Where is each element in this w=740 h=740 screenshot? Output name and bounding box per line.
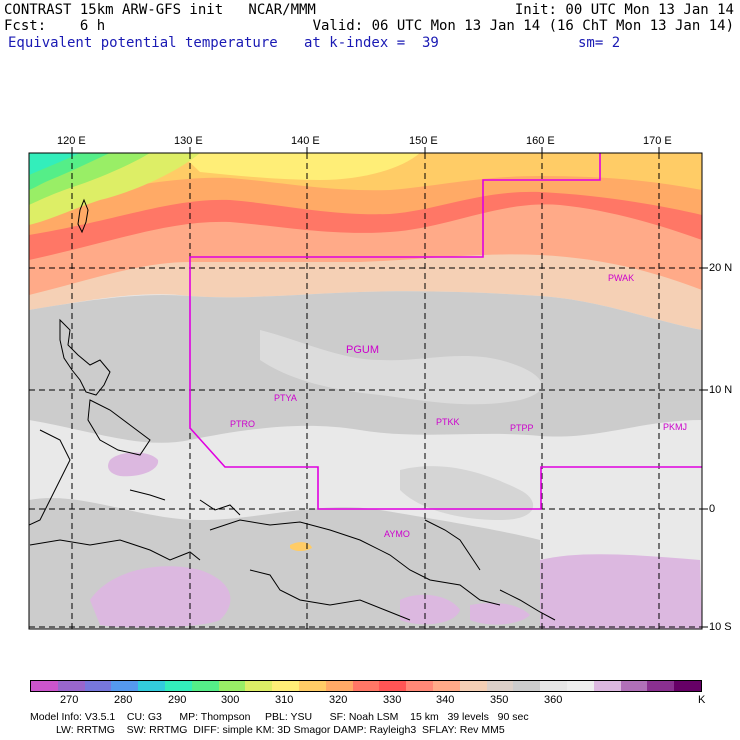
colorbar <box>30 680 702 692</box>
header-valid-time: Valid: 06 UTC Mon 13 Jan 14 (16 ChT Mon … <box>312 18 734 34</box>
region-boundary <box>189 153 702 510</box>
header-field-name: Equivalent potential temperature <box>8 35 278 51</box>
colorbar-swatch <box>272 681 299 691</box>
station-label-pkmj: PKMJ <box>663 422 688 432</box>
header-init-time: Init: 00 UTC Mon 13 Jan 14 <box>514 2 734 18</box>
lon-label-160e: 160 E <box>526 135 555 147</box>
header-k-index: at k-index = 39 <box>304 35 439 51</box>
colorbar-label-310: 310 <box>275 694 294 706</box>
colorbar-swatch <box>84 681 112 691</box>
lat-lon-grid <box>29 153 702 629</box>
colorbar-unit: K <box>698 694 706 706</box>
colorbar-swatch <box>164 681 192 691</box>
colorbar-swatch <box>352 681 380 691</box>
header-model-title: CONTRAST 15km ARW-GFS init NCAR/MMM <box>4 2 316 18</box>
map-frame <box>28 152 703 630</box>
lat-label-10n: 10 N <box>709 384 733 396</box>
header-forecast-hour: Fcst: 6 h <box>4 18 106 34</box>
colorbar-swatch <box>298 681 326 691</box>
colorbar-swatch <box>218 681 246 691</box>
colorbar-swatch <box>459 681 487 691</box>
station-label-ptkk: PTKK <box>436 417 460 427</box>
lon-label-170e: 170 E <box>643 135 672 147</box>
header-smoothing: sm= 2 <box>578 35 621 51</box>
colorbar-label-350: 350 <box>490 694 509 706</box>
colorbar-swatch <box>647 681 675 691</box>
colorbar-swatch <box>138 681 165 691</box>
model-info-line2: LW: RRTMG SW: RRTMG DIFF: simple KM: 3D … <box>56 724 505 736</box>
colorbar-label-300: 300 <box>221 694 240 706</box>
colorbar-swatch <box>674 681 701 691</box>
colorbar-swatch <box>245 681 273 691</box>
station-label-ptya: PTYA <box>274 393 297 403</box>
lat-label-10s: 10 S <box>709 621 732 633</box>
colorbar-swatch <box>57 681 85 691</box>
lat-label-20n: 20 N <box>709 262 733 274</box>
colorbar-swatch <box>406 681 433 691</box>
colorbar-label-270: 270 <box>60 694 79 706</box>
colorbar-swatch <box>432 681 460 691</box>
colorbar-swatch <box>31 681 58 691</box>
theta-e-field <box>29 153 702 629</box>
colorbar-swatch <box>486 681 514 691</box>
colorbar-swatch <box>191 681 219 691</box>
lon-label-130e: 130 E <box>174 135 203 147</box>
colorbar-swatch <box>325 681 353 691</box>
model-info-line1: Model Info: V3.5.1 CU: G3 MP: Thompson P… <box>30 711 529 723</box>
colorbar-label-280: 280 <box>114 694 133 706</box>
colorbar-swatch <box>111 681 139 691</box>
colorbar-swatch <box>513 681 541 691</box>
station-label-ptpp: PTPP <box>510 423 534 433</box>
colorbar-swatch <box>620 681 648 691</box>
colorbar-label-360: 360 <box>544 694 563 706</box>
station-label-ptro: PTRO <box>230 419 256 429</box>
station-label-aymo: AYMO <box>384 529 410 539</box>
station-label-pgum: PGUM <box>346 344 379 356</box>
colorbar-label-330: 330 <box>383 694 402 706</box>
lon-label-120e: 120 E <box>57 135 86 147</box>
station-label-pwak: PWAK <box>608 273 635 283</box>
colorbar-swatch <box>540 681 567 691</box>
colorbar-label-320: 320 <box>329 694 348 706</box>
colorbar-swatch <box>593 681 621 691</box>
colorbar-swatch <box>379 681 407 691</box>
colorbar-swatch <box>566 681 594 691</box>
lon-label-140e: 140 E <box>291 135 320 147</box>
lat-label-0: 0 <box>709 503 716 515</box>
lon-label-150e: 150 E <box>409 135 438 147</box>
colorbar-label-290: 290 <box>168 694 187 706</box>
colorbar-label-340: 340 <box>436 694 455 706</box>
